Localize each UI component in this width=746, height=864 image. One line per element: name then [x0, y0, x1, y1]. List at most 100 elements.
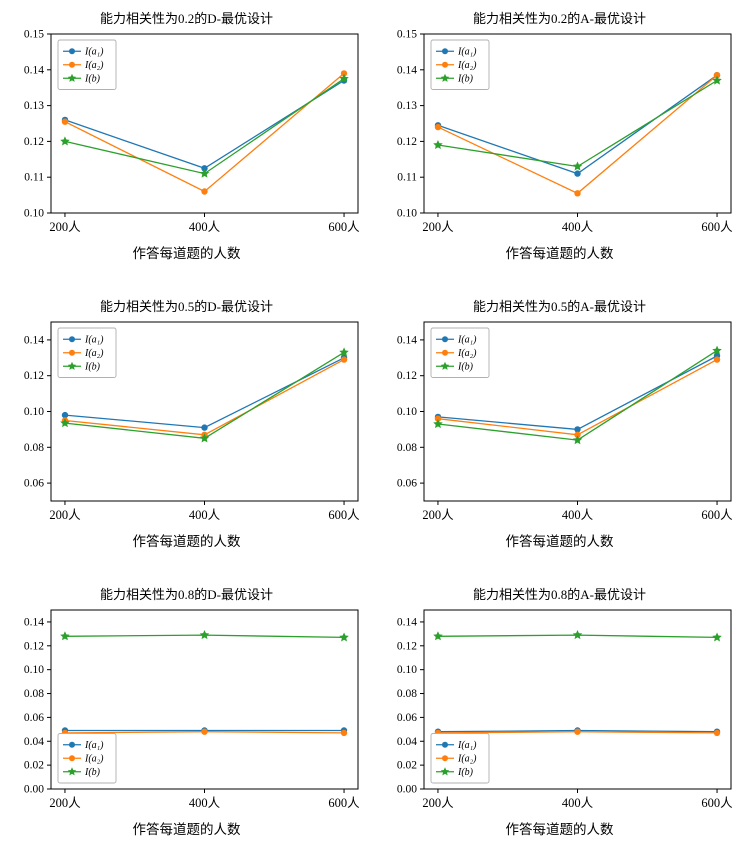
legend-entry-label: I(a₁): [457, 46, 477, 57]
y-tick-label: 0.12: [397, 640, 417, 652]
legend-entry-label: I(a₂): [457, 60, 477, 71]
y-tick-label: 0.02: [397, 760, 417, 772]
legend-entry-label: I(a₂): [84, 348, 104, 359]
x-tick-label: 400人: [189, 796, 221, 810]
plot-area: 0.06 0.08 0.10 0.12 0.14 200人 400人 600人 I(a₁) I(a…: [0, 317, 373, 529]
x-tick-label: 400人: [562, 508, 594, 522]
y-tick-label: 0.12: [24, 640, 44, 652]
y-tick-label: 0.12: [24, 136, 44, 148]
y-tick-label: 0.15: [397, 29, 417, 41]
x-tick-label: 200人: [422, 220, 454, 234]
series-star: [60, 630, 349, 642]
legend: I(a₁) I(a₂) I(b): [430, 39, 490, 90]
y-tick-label: 0.00: [397, 784, 417, 796]
legend-entry-label: I(a₁): [84, 740, 104, 751]
series-star: [60, 347, 349, 443]
legend-entry-label: I(b): [457, 767, 474, 778]
plot-area: 0.10 0.11 0.12 0.13 0.14 0.15 200人 400人 600人 I(a₁…: [373, 29, 746, 241]
series-star: [60, 73, 349, 178]
y-tick-label: 0.04: [24, 736, 44, 748]
y-tick-label: 0.06: [24, 478, 44, 490]
legend: I(a₁) I(a₂) I(b): [430, 327, 490, 378]
plot-svg: 0.00 0.02 0.04 0.06 0.08 0.10 0.12 0.14 200人 400人…: [397, 609, 733, 810]
y-tick-label: 0.10: [24, 208, 44, 220]
x-axis-label: 作答每道题的人数: [505, 822, 614, 837]
x-tick-label: 600人: [701, 220, 733, 234]
legend-entry-label: I(b): [84, 73, 101, 84]
subplot-corr08-a-optimal: 能力相关性为0.8的A-最优设计 0.00 0.02 0.04 0.06 0.08 0.1…: [373, 576, 746, 864]
legend-entry-label: I(b): [84, 767, 101, 778]
x-tick-label: 200人: [49, 220, 81, 234]
legend-entry-label: I(a₁): [457, 740, 477, 751]
x-tick-label: 200人: [49, 508, 81, 522]
legend-entry-label: I(a₂): [84, 60, 104, 71]
legend: I(a₁) I(a₂) I(b): [57, 733, 117, 784]
plot-svg: 0.00 0.02 0.04 0.06 0.08 0.10 0.12 0.14 200人 400人…: [24, 609, 360, 810]
y-tick-label: 0.14: [24, 334, 44, 346]
y-tick-label: 0.14: [397, 64, 417, 76]
subplot-corr08-d-optimal: 能力相关性为0.8的D-最优设计 0.00 0.02 0.04 0.06 0.08 0.1…: [0, 576, 373, 864]
chart-title: 能力相关性为0.5的A-最优设计: [473, 299, 646, 314]
y-tick-label: 0.12: [397, 370, 417, 382]
x-tick-label: 600人: [328, 796, 360, 810]
plot-svg: 0.10 0.11 0.12 0.13 0.14 0.15 200人 400人 600人 I(a₁…: [397, 29, 733, 234]
series-star: [433, 630, 722, 642]
x-tick-label: 400人: [562, 220, 594, 234]
y-tick-label: 0.11: [397, 172, 417, 184]
plot-svg: 0.10 0.11 0.12 0.13 0.14 0.15 200人 400人 600人 I(a₁…: [24, 29, 360, 234]
y-tick-label: 0.10: [24, 406, 44, 418]
plot-area: 0.06 0.08 0.10 0.12 0.14 200人 400人 600人 I(a₁) I(a…: [373, 317, 746, 529]
plot-area: 0.00 0.02 0.04 0.06 0.08 0.10 0.12 0.14 200人 400人…: [373, 605, 746, 817]
legend-entry-label: I(a₂): [457, 348, 477, 359]
chart-title: 能力相关性为0.2的D-最优设计: [100, 11, 273, 26]
y-tick-label: 0.15: [24, 29, 44, 41]
x-tick-label: 400人: [189, 220, 221, 234]
x-tick-label: 400人: [189, 508, 221, 522]
y-tick-label: 0.10: [397, 664, 417, 676]
y-tick-label: 0.06: [24, 712, 44, 724]
y-tick-label: 0.14: [397, 334, 417, 346]
x-tick-label: 600人: [328, 220, 360, 234]
legend-entry-label: I(a₁): [84, 334, 104, 345]
y-tick-label: 0.12: [24, 370, 44, 382]
y-tick-label: 0.06: [397, 712, 417, 724]
plot-area: 0.10 0.11 0.12 0.13 0.14 0.15 200人 400人 600人 I(a₁…: [0, 29, 373, 241]
y-tick-label: 0.10: [24, 664, 44, 676]
legend-entry-label: I(a₁): [84, 46, 104, 57]
legend-entry-label: I(a₂): [457, 753, 477, 764]
y-tick-label: 0.14: [24, 616, 44, 628]
chart-title: 能力相关性为0.5的D-最优设计: [100, 299, 273, 314]
y-tick-label: 0.00: [24, 784, 44, 796]
subplot-corr02-a-optimal: 能力相关性为0.2的A-最优设计 0.10 0.11 0.12 0.13 0.14 0.1…: [373, 0, 746, 288]
subplot-corr02-d-optimal: 能力相关性为0.2的D-最优设计 0.10 0.11 0.12 0.13 0.14 0.1…: [0, 0, 373, 288]
series-star: [433, 345, 722, 445]
legend-entry-label: I(b): [457, 361, 474, 372]
y-tick-label: 0.06: [397, 478, 417, 490]
y-tick-label: 0.11: [24, 172, 44, 184]
legend: I(a₁) I(a₂) I(b): [57, 327, 117, 378]
y-tick-label: 0.08: [397, 442, 417, 454]
x-axis-label: 作答每道题的人数: [132, 822, 241, 837]
legend-entry-label: I(a₂): [84, 753, 104, 764]
plot-area: 0.00 0.02 0.04 0.06 0.08 0.10 0.12 0.14 200人 400人…: [0, 605, 373, 817]
chart-title: 能力相关性为0.8的D-最优设计: [100, 587, 273, 602]
x-tick-label: 200人: [49, 796, 81, 810]
series-circle: [434, 72, 721, 197]
y-tick-label: 0.08: [397, 688, 417, 700]
chart-title: 能力相关性为0.2的A-最优设计: [473, 11, 646, 26]
x-tick-label: 200人: [422, 796, 454, 810]
legend: I(a₁) I(a₂) I(b): [430, 733, 490, 784]
series-star: [433, 75, 722, 171]
x-tick-label: 600人: [701, 508, 733, 522]
chart-title: 能力相关性为0.8的A-最优设计: [473, 587, 646, 602]
y-tick-label: 0.08: [24, 442, 44, 454]
legend-entry-label: I(b): [84, 361, 101, 372]
x-tick-label: 600人: [701, 796, 733, 810]
subplot-corr05-a-optimal: 能力相关性为0.5的A-最优设计 0.06 0.08 0.10 0.12 0.14 200…: [373, 288, 746, 576]
y-tick-label: 0.10: [397, 406, 417, 418]
legend: I(a₁) I(a₂) I(b): [57, 39, 117, 90]
legend-entry-label: I(a₁): [457, 334, 477, 345]
